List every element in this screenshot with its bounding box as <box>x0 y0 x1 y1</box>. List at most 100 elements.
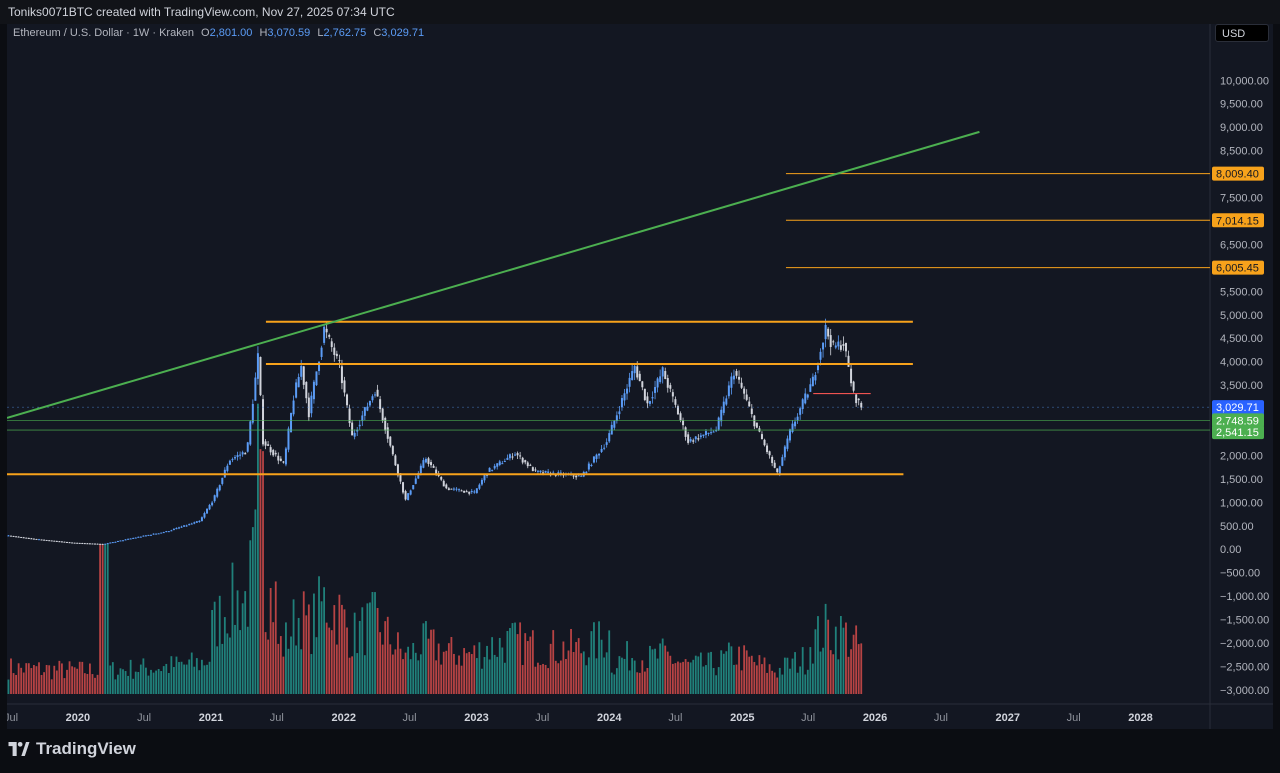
candle-body <box>68 542 71 544</box>
candle-body <box>71 542 74 544</box>
volume-bar <box>320 601 323 694</box>
candle-body <box>162 532 165 534</box>
volume-bar <box>587 657 590 694</box>
tradingview-brand[interactable]: TradingView <box>8 739 136 759</box>
volume-bar <box>544 664 547 694</box>
volume-bar <box>483 657 486 694</box>
candle-body <box>216 488 219 497</box>
candle-body <box>799 408 802 415</box>
candle-body <box>386 427 389 439</box>
candle-body <box>804 393 807 404</box>
candle-body <box>516 453 519 456</box>
volume-bar <box>773 672 776 694</box>
volume-bar <box>839 616 842 694</box>
candle-body <box>25 537 28 539</box>
volume-bar <box>259 449 262 694</box>
candle-body <box>417 473 420 479</box>
x-tick-label: Jul <box>1067 712 1081 724</box>
open-label: O <box>201 27 210 39</box>
volume-bar <box>717 667 720 694</box>
volume-bar <box>822 647 824 694</box>
volume-bar <box>333 605 336 694</box>
candle-body <box>83 543 86 545</box>
candle-body <box>12 535 15 537</box>
candle-body <box>738 376 741 380</box>
volume-bar <box>572 652 575 694</box>
candle-body <box>592 456 595 463</box>
candle-body <box>50 540 53 542</box>
volume-bar <box>699 652 702 694</box>
y-tick-label: −1,000.00 <box>1220 591 1269 603</box>
volume-bar <box>198 670 201 694</box>
candle-body <box>368 401 371 406</box>
volume-bar <box>178 662 180 694</box>
candle-body <box>760 434 763 440</box>
volume-bar <box>768 664 771 694</box>
volume-bar <box>73 667 76 694</box>
volume-bar <box>514 622 516 694</box>
volume-bar <box>481 668 483 694</box>
volume-bar <box>66 669 68 694</box>
volume-bar <box>374 592 376 694</box>
volume-bar <box>786 657 789 694</box>
volume-bar <box>748 656 751 694</box>
volume-bar <box>638 672 641 694</box>
volume-bar <box>860 643 863 694</box>
volume-bar <box>279 636 282 694</box>
candle-body <box>822 342 825 350</box>
volume-bar <box>643 671 646 694</box>
candle-body <box>272 450 275 456</box>
x-tick-label: 2028 <box>1128 712 1152 724</box>
candle-body <box>664 371 667 379</box>
candle-body <box>508 454 511 459</box>
candle-body <box>580 475 583 477</box>
price-chart[interactable]: 10,000.009,500.009,000.008,500.008,000.0… <box>7 24 1273 729</box>
brand-name: TradingView <box>36 739 136 758</box>
candle-body <box>315 371 318 386</box>
volume-bar <box>684 659 687 694</box>
volume-bar <box>127 675 130 694</box>
volume-bar <box>193 666 196 694</box>
candle-body <box>60 541 63 543</box>
candle-body <box>704 431 707 435</box>
candle-body <box>127 538 130 540</box>
candle-body <box>842 344 845 346</box>
volume-bar <box>659 643 662 694</box>
candle-body <box>771 457 774 463</box>
candle-body <box>781 457 784 466</box>
candle-body <box>190 523 193 525</box>
candle-body <box>676 406 679 415</box>
volume-bar <box>91 674 94 694</box>
candle-body <box>150 534 153 536</box>
candle-body <box>544 470 547 473</box>
candle-body <box>86 543 89 545</box>
candle-body <box>170 530 173 532</box>
volume-bar <box>45 664 48 694</box>
volume-bar <box>503 662 506 694</box>
volume-bar <box>341 604 343 694</box>
candle-body <box>396 464 399 476</box>
volume-bar <box>781 674 784 694</box>
candle-body <box>325 328 328 333</box>
candle-body <box>213 495 216 502</box>
currency-button[interactable]: USD <box>1215 24 1269 42</box>
volume-bar <box>414 652 417 694</box>
close-value: 3,029.71 <box>381 27 425 39</box>
x-tick-label: 2026 <box>863 712 887 724</box>
candle-body <box>167 531 170 533</box>
y-tick-label: 8,500.00 <box>1220 146 1263 158</box>
volume-bar <box>183 664 186 694</box>
volume-bar <box>307 604 310 694</box>
candle-body <box>297 377 300 388</box>
volume-bar <box>516 634 519 694</box>
volume-bar <box>386 616 389 694</box>
candle-body <box>244 453 247 455</box>
volume-bar <box>590 631 593 694</box>
candle-body <box>493 465 496 469</box>
volume-bar <box>300 649 303 694</box>
volume-bar <box>53 665 56 694</box>
volume-bar <box>170 656 173 694</box>
candle-body <box>251 403 254 423</box>
chart-area[interactable]: 10,000.009,500.009,000.008,500.008,000.0… <box>7 24 1273 729</box>
volume-bar <box>201 659 203 694</box>
